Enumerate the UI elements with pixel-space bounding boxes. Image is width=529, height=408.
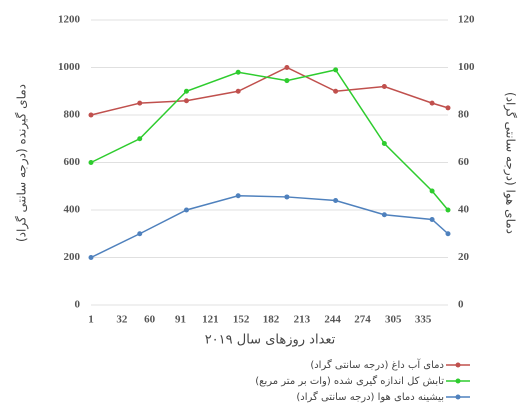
legend-label: بیشینه دمای هوا (درجه سانتی گراد) [296, 391, 444, 403]
series-line [90, 66, 449, 116]
legend-label: تابش کل اندازه گیری شده (وات بر متر مربع… [255, 375, 444, 387]
x-tick-label: 213 [294, 314, 311, 326]
point [183, 88, 189, 94]
y2-tick-label: 60 [458, 156, 470, 168]
x-tick-label: 244 [324, 314, 341, 326]
point [284, 194, 290, 200]
y-tick-label: 200 [64, 251, 81, 263]
point [445, 207, 451, 213]
series-line [90, 69, 449, 211]
y-tick-label: 1000 [58, 61, 81, 73]
point [137, 100, 143, 106]
point [235, 88, 241, 94]
y-tick-label: 800 [64, 109, 81, 121]
point [333, 67, 339, 73]
y2-tick-label: 0 [458, 299, 464, 311]
x-tick-label: 32 [116, 314, 128, 326]
legend-label: دمای آب داغ (درجه سانتی گراد) [310, 358, 444, 371]
legend-marker [455, 362, 461, 368]
y2-axis-label: دمای هوا (درجه سانتی گراد) [503, 92, 518, 234]
x-tick-label: 152 [233, 314, 250, 326]
legend-marker [455, 378, 461, 384]
y-tick-label: 400 [64, 204, 81, 216]
y2-tick-label: 40 [458, 204, 470, 216]
point [429, 188, 435, 194]
y-tick-label: 1200 [58, 14, 81, 26]
y2-tick-label: 100 [458, 61, 475, 73]
y2-tick-label: 80 [458, 109, 470, 121]
point [333, 198, 339, 203]
y-axis-label: دمای گیرنده (درجه سانتی گراد) [15, 84, 30, 242]
legend-marker [455, 394, 461, 400]
x-axis-label: تعداد روزهای سال ۲۰۱۹ [205, 333, 336, 348]
x-tick-label: 121 [202, 314, 219, 326]
point [235, 69, 241, 75]
x-tick-label: 182 [263, 314, 280, 326]
point [137, 231, 143, 237]
y2-tick-label: 20 [458, 251, 470, 263]
point [235, 193, 241, 199]
point [183, 207, 189, 213]
x-tick-label: 91 [175, 314, 186, 326]
x-tick-label: 1 [88, 314, 94, 326]
series-line [90, 194, 449, 259]
point [284, 65, 290, 70]
point [445, 105, 451, 111]
x-tick-label: 335 [415, 314, 432, 326]
y2-tick-label: 120 [458, 14, 475, 26]
point [183, 98, 189, 104]
y-tick-label: 0 [75, 299, 81, 311]
point [88, 112, 94, 118]
point [88, 255, 94, 260]
x-tick-label: 305 [385, 314, 402, 326]
point [381, 141, 387, 146]
y-tick-label: 600 [64, 156, 81, 168]
point [381, 84, 387, 89]
point [429, 100, 435, 106]
x-tick-label: 274 [354, 314, 371, 326]
point [445, 231, 451, 237]
point [429, 217, 435, 222]
point [381, 212, 387, 218]
point [137, 136, 143, 142]
point [88, 160, 94, 165]
point [333, 88, 339, 94]
x-tick-label: 60 [144, 314, 156, 326]
point [284, 78, 290, 84]
